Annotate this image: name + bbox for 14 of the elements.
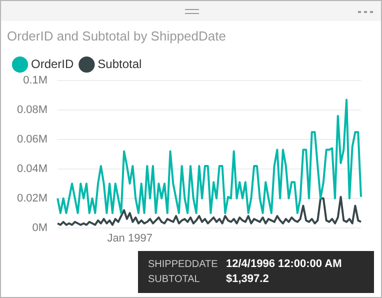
y-tick-label: 0.02M bbox=[16, 192, 48, 204]
text: $1,397.2 bbox=[226, 272, 269, 287]
y-tick-label: 0.06M bbox=[16, 134, 48, 146]
legend-label: OrderID bbox=[31, 56, 74, 71]
chart-title: OrderID and Subtotal by ShippedDate bbox=[7, 28, 226, 44]
y-tick-label: 0.08M bbox=[16, 104, 48, 116]
text: 12/4/1996 12:00:00 AM bbox=[226, 257, 342, 272]
text: SUBTOTAL bbox=[148, 273, 201, 287]
y-tick-label: 0.1M bbox=[23, 74, 48, 87]
y-tick-label: 0M bbox=[32, 222, 48, 234]
x-tick-label: Jan 1997 bbox=[107, 232, 152, 244]
legend-label: Subtotal bbox=[98, 56, 142, 71]
y-tick-label: 0.04M bbox=[16, 162, 48, 175]
text: SHIPPEDDATE bbox=[148, 258, 219, 272]
